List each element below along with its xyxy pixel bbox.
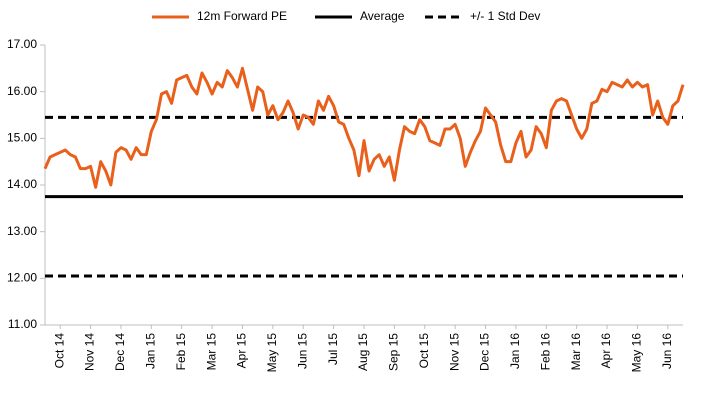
y-tick-label: 16.00 xyxy=(7,84,37,98)
x-tick-label: Feb 16 xyxy=(538,333,552,371)
x-tick-label: Aug 15 xyxy=(356,333,370,371)
x-tick-label: Jun 16 xyxy=(660,333,674,369)
x-tick-label: Jul 15 xyxy=(326,333,340,365)
y-tick-label: 11.00 xyxy=(8,317,37,331)
legend-label: +/- 1 Std Dev xyxy=(470,9,540,23)
x-tick-label: Oct 14 xyxy=(52,333,66,369)
x-tick-label: Feb 15 xyxy=(174,333,188,371)
x-tick-label: Jun 15 xyxy=(295,333,309,369)
legend-label: Average xyxy=(360,9,405,23)
x-tick-label: Nov 14 xyxy=(83,333,97,371)
x-tick-label: Nov 15 xyxy=(447,333,461,371)
x-tick-label: Jan 16 xyxy=(508,333,522,369)
x-tick-label: May 15 xyxy=(265,333,279,373)
x-tick-label: Dec 15 xyxy=(478,333,492,371)
x-tick-label: Mar 15 xyxy=(204,333,218,371)
series-line xyxy=(43,66,685,189)
x-tick-label: Mar 16 xyxy=(569,333,583,371)
y-tick-label: 15.00 xyxy=(7,131,37,145)
x-tick-label: Oct 15 xyxy=(417,333,431,369)
x-tick-label: Jan 15 xyxy=(144,333,158,369)
y-tick-label: 17.00 xyxy=(7,37,37,51)
y-tick-label: 12.00 xyxy=(7,271,37,285)
legend-label: 12m Forward PE xyxy=(197,9,287,23)
y-tick-label: 13.00 xyxy=(7,224,37,238)
y-tick-label: 14.00 xyxy=(7,177,37,191)
x-tick-label: Sep 15 xyxy=(387,333,401,371)
x-tick-label: Apr 15 xyxy=(235,333,249,369)
x-tick-label: May 16 xyxy=(630,333,644,373)
x-tick-label: Apr 16 xyxy=(599,333,613,369)
x-tick-label: Dec 14 xyxy=(113,333,127,371)
